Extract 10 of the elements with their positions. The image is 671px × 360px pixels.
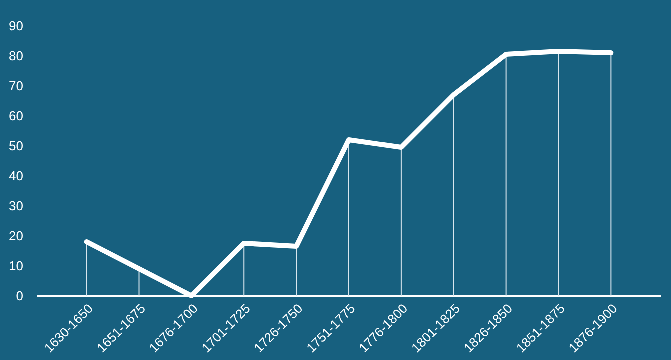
y-tick-label: 0 [16,288,24,304]
y-tick-label: 60 [9,108,24,124]
y-tick-label: 40 [9,168,24,184]
y-tick-label: 20 [9,228,24,244]
y-tick-label: 30 [9,198,24,214]
y-tick-label: 90 [9,18,24,34]
y-tick-label: 50 [9,138,24,154]
y-tick-label: 70 [9,78,24,94]
y-tick-label: 10 [9,258,24,274]
y-tick-label: 80 [9,48,24,64]
